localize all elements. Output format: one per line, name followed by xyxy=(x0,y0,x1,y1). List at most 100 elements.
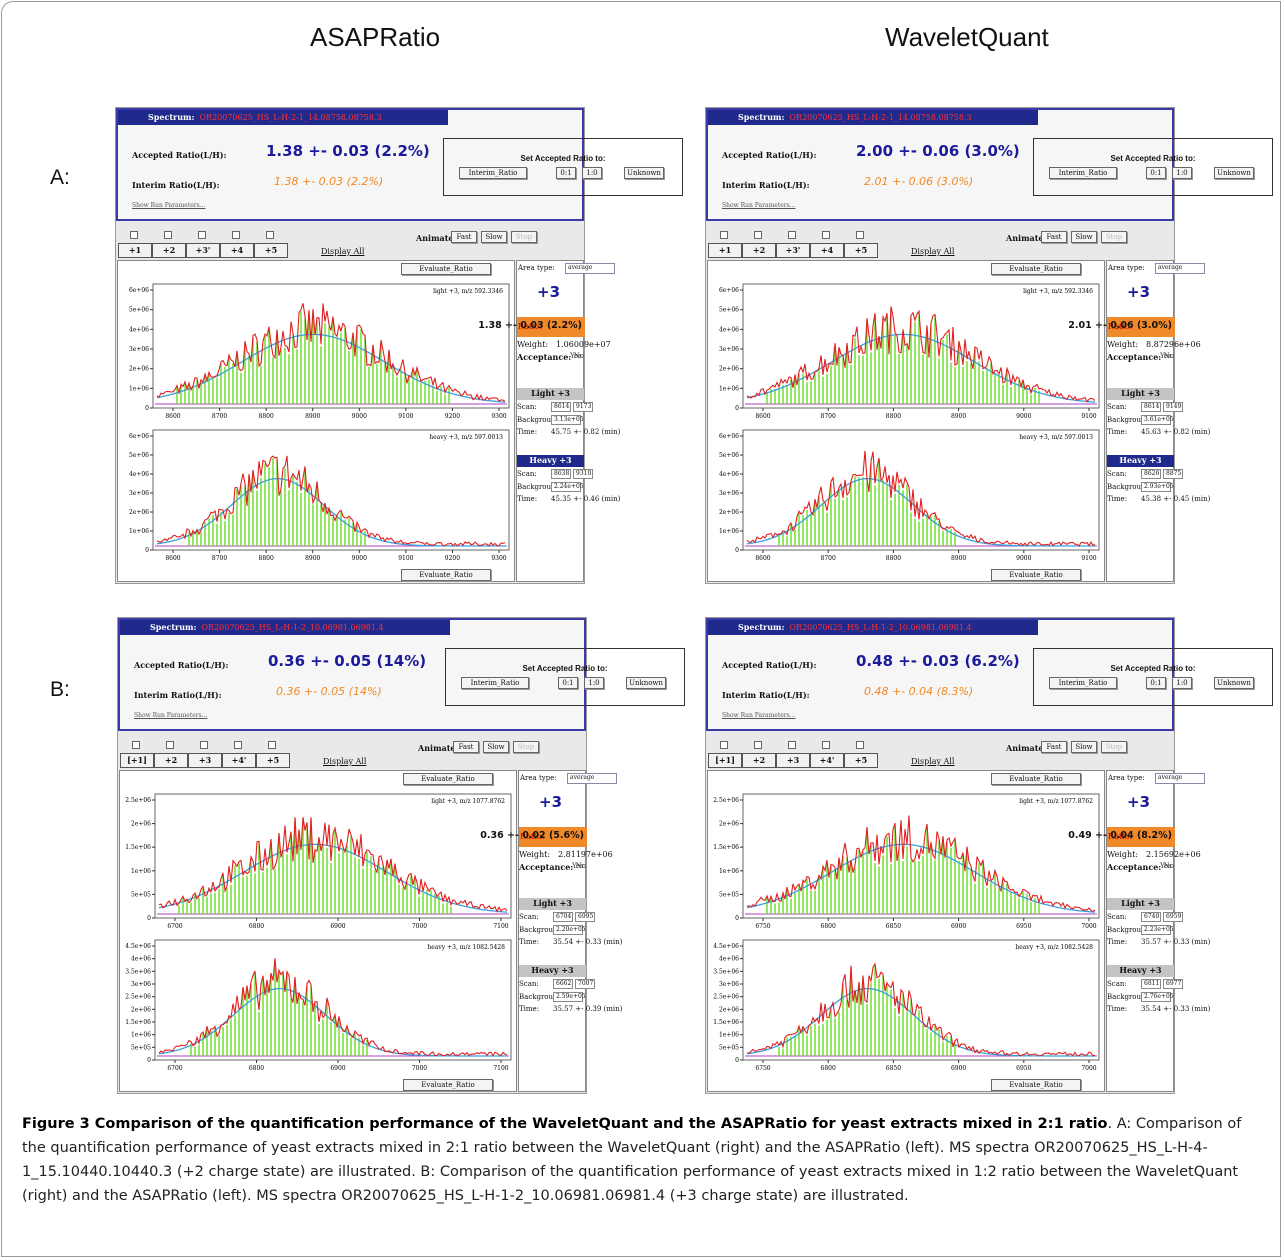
charge-checkbox[interactable] xyxy=(754,741,762,749)
set-ratio-button[interactable]: Unknown xyxy=(1214,677,1254,689)
charge-checkbox[interactable] xyxy=(822,231,830,239)
set-ratio-button[interactable]: 0:1 xyxy=(1146,167,1166,179)
y-tick-label: 1e+06 xyxy=(131,868,151,875)
y-tick-label: 1e+06 xyxy=(131,1032,151,1039)
charge-tab[interactable]: +2 xyxy=(742,753,776,768)
interim-value: 0.48 +- 0.04 (8.3%) xyxy=(864,685,973,698)
charge-checkbox[interactable] xyxy=(132,741,140,749)
caption: Figure 3 Comparison of the quantificatio… xyxy=(22,1112,1267,1208)
animate-button[interactable]: Stop xyxy=(513,741,539,753)
set-ratio-button[interactable]: 0:1 xyxy=(556,167,576,179)
animate-button[interactable]: Fast xyxy=(1041,231,1067,243)
area-type-select[interactable]: average xyxy=(565,263,615,274)
set-ratio-button[interactable]: Unknown xyxy=(1214,167,1254,179)
evaluate-button[interactable]: Evaluate_Ratio xyxy=(403,773,493,785)
display-all[interactable]: Display All xyxy=(911,757,954,766)
evaluate-button[interactable]: Evaluate_Ratio xyxy=(991,1079,1081,1091)
evaluate-button[interactable]: Evaluate_Ratio xyxy=(991,263,1081,275)
interim-value: 0.36 +- 0.05 (14%) xyxy=(276,685,382,698)
animate-button[interactable]: Slow xyxy=(483,741,509,753)
charge-checkbox[interactable] xyxy=(166,741,174,749)
charge-checkbox[interactable] xyxy=(232,231,240,239)
animate-button[interactable]: Slow xyxy=(481,231,507,243)
charge-checkbox[interactable] xyxy=(198,231,206,239)
area-type-select[interactable]: average xyxy=(1155,263,1205,274)
set-ratio-button[interactable]: 1:0 xyxy=(1172,167,1192,179)
set-ratio-button[interactable]: Interim_Ratio xyxy=(1049,167,1117,179)
charge-tab[interactable]: +5 xyxy=(254,243,288,258)
x-tick-label: 6800 xyxy=(821,1065,836,1072)
charge-tab[interactable]: +2 xyxy=(154,753,188,768)
charge-tab[interactable]: +3' xyxy=(776,243,810,258)
animate-button[interactable]: Slow xyxy=(1071,741,1097,753)
charge-checkbox[interactable] xyxy=(130,231,138,239)
animate-button[interactable]: Stop xyxy=(1101,741,1127,753)
light-title: Light +3 xyxy=(519,898,586,910)
x-tick-label: 6950 xyxy=(1016,1065,1031,1072)
charge-checkbox[interactable] xyxy=(856,231,864,239)
charge-checkbox[interactable] xyxy=(164,231,172,239)
charge-checkbox[interactable] xyxy=(822,741,830,749)
evaluate-button[interactable]: Evaluate_Ratio xyxy=(991,773,1081,785)
charge-tab[interactable]: +4' xyxy=(810,753,844,768)
charge-tab[interactable]: +3 xyxy=(188,753,222,768)
set-ratio-button[interactable]: Unknown xyxy=(624,167,664,179)
charge-checkbox[interactable] xyxy=(788,231,796,239)
set-ratio-button[interactable]: 0:1 xyxy=(1146,677,1166,689)
area-type-select[interactable]: average xyxy=(567,773,617,784)
charge-tab[interactable]: [+1] xyxy=(120,753,154,768)
y-tick-label: 1.5e+06 xyxy=(125,844,151,851)
charge-tab[interactable]: +2 xyxy=(742,243,776,258)
ratio-header: Spectrum:OR20070625_HS_L-H-2-1_14.08758.… xyxy=(706,108,1174,221)
charge-tab[interactable]: +2 xyxy=(152,243,186,258)
charge-checkbox[interactable] xyxy=(268,741,276,749)
y-tick-label: 4e+06 xyxy=(129,326,149,333)
evaluate-button[interactable]: Evaluate_Ratio xyxy=(401,263,491,275)
set-ratio-button[interactable]: Interim_Ratio xyxy=(1049,677,1117,689)
set-ratio-button[interactable]: Interim_Ratio xyxy=(459,167,527,179)
animate-button[interactable]: Fast xyxy=(453,741,479,753)
weight-value: 1.06009e+07 xyxy=(556,340,611,349)
set-ratio-button[interactable]: Unknown xyxy=(626,677,666,689)
display-all[interactable]: Display All xyxy=(321,247,364,256)
charge-checkbox[interactable] xyxy=(788,741,796,749)
set-ratio-button[interactable]: 1:0 xyxy=(1172,677,1192,689)
charge-checkbox[interactable] xyxy=(234,741,242,749)
evaluate-button[interactable]: Evaluate_Ratio xyxy=(403,1079,493,1091)
charge-tab[interactable]: +5 xyxy=(844,753,878,768)
charge-tab[interactable]: +1 xyxy=(118,243,152,258)
charge-checkbox[interactable] xyxy=(266,231,274,239)
set-ratio-button[interactable]: 1:0 xyxy=(582,167,602,179)
charge-tab[interactable]: +3' xyxy=(186,243,220,258)
charge-checkbox[interactable] xyxy=(720,231,728,239)
x-tick-label: 8700 xyxy=(821,413,836,420)
charge-checkbox[interactable] xyxy=(754,231,762,239)
charge-tab[interactable]: +5 xyxy=(844,243,878,258)
evaluate-button[interactable]: Evaluate_Ratio xyxy=(401,569,491,581)
charge-tab[interactable]: +4' xyxy=(222,753,256,768)
set-ratio-button[interactable]: 0:1 xyxy=(558,677,578,689)
set-ratio-button[interactable]: 1:0 xyxy=(584,677,604,689)
display-all[interactable]: Display All xyxy=(911,247,954,256)
charge-tab[interactable]: [+1] xyxy=(708,753,742,768)
animate-button[interactable]: Fast xyxy=(451,231,477,243)
animate-button[interactable]: Fast xyxy=(1041,741,1067,753)
charge-checkbox[interactable] xyxy=(200,741,208,749)
set-ratio-button[interactable]: Interim_Ratio xyxy=(461,677,529,689)
charge-tab[interactable]: +4 xyxy=(220,243,254,258)
animate-button[interactable]: Slow xyxy=(1071,231,1097,243)
charge-tab[interactable]: +3 xyxy=(776,753,810,768)
charge-checkbox[interactable] xyxy=(720,741,728,749)
charge-tab[interactable]: +5 xyxy=(256,753,290,768)
area-type-select[interactable]: average xyxy=(1155,773,1205,784)
display-all[interactable]: Display All xyxy=(323,757,366,766)
charge-tab[interactable]: +1 xyxy=(708,243,742,258)
animate-button[interactable]: Stop xyxy=(511,231,537,243)
time-value: 35.54 +- 0.33 (min) xyxy=(1141,1005,1210,1013)
charge-checkbox[interactable] xyxy=(856,741,864,749)
evaluate-button[interactable]: Evaluate_Ratio xyxy=(991,569,1081,581)
y-tick-label: 2e+06 xyxy=(719,1006,739,1013)
animate-button[interactable]: Stop xyxy=(1101,231,1127,243)
charge-tab[interactable]: +4 xyxy=(810,243,844,258)
plot-area xyxy=(743,794,1099,918)
